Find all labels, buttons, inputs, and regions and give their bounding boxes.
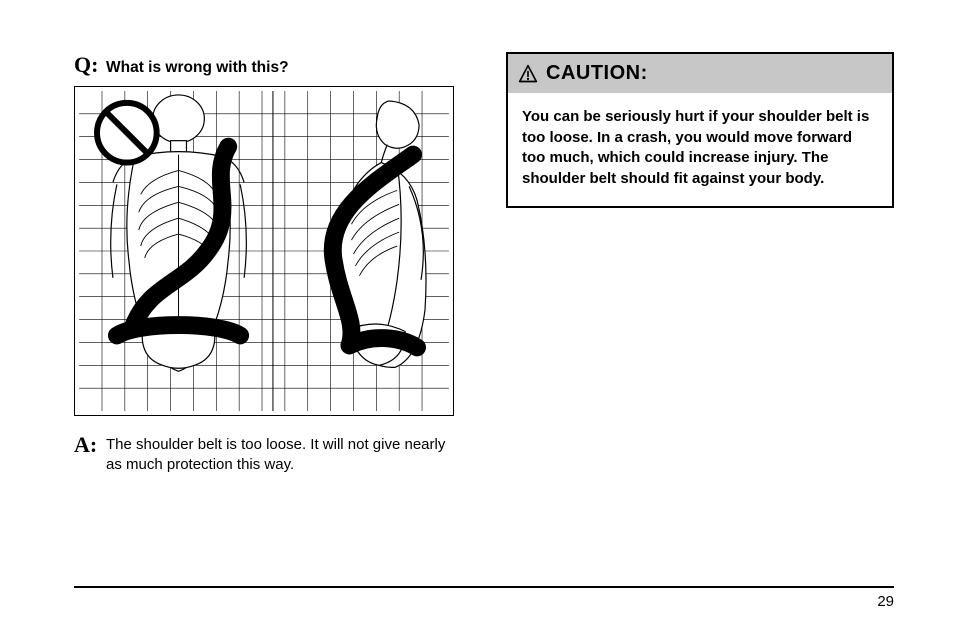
caution-body: You can be seriously hurt if your should… bbox=[508, 93, 892, 206]
seatbelt-illustration bbox=[74, 86, 454, 416]
question-row: Q: What is wrong with this? bbox=[74, 52, 462, 78]
caution-title: CAUTION: bbox=[546, 62, 648, 85]
question-label: Q: bbox=[74, 52, 106, 78]
caution-header: CAUTION: bbox=[508, 54, 892, 93]
answer-label: A: bbox=[74, 432, 106, 458]
right-column: CAUTION: You can be seriously hurt if yo… bbox=[506, 52, 894, 476]
two-column-layout: Q: What is wrong with this? bbox=[74, 52, 894, 476]
left-column: Q: What is wrong with this? bbox=[74, 52, 462, 476]
caution-box: CAUTION: You can be seriously hurt if yo… bbox=[506, 52, 894, 208]
answer-text: The shoulder belt is too loose. It will … bbox=[106, 432, 462, 476]
question-text: What is wrong with this? bbox=[106, 57, 289, 77]
prohibition-icon bbox=[97, 103, 157, 163]
warning-triangle-icon bbox=[518, 64, 538, 84]
answer-row: A: The shoulder belt is too loose. It wi… bbox=[74, 432, 462, 476]
page-number: 29 bbox=[877, 593, 894, 610]
footer-rule bbox=[74, 586, 894, 588]
manual-page: Q: What is wrong with this? bbox=[0, 0, 954, 636]
